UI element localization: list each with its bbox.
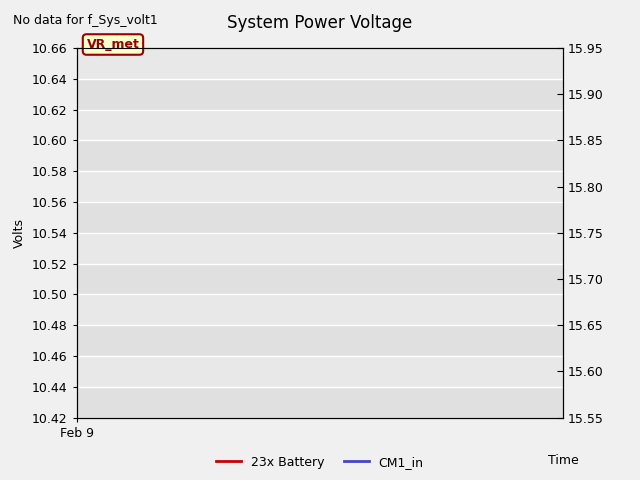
Text: No data for f_Sys_volt1: No data for f_Sys_volt1 [13, 14, 157, 27]
Y-axis label: Volts: Volts [13, 218, 26, 248]
Bar [77, 48, 563, 79]
Bar [77, 325, 563, 356]
Bar [77, 202, 563, 233]
Bar [77, 233, 563, 264]
Legend: 23x Battery, CM1_in: 23x Battery, CM1_in [211, 451, 429, 474]
Text: VR_met: VR_met [86, 38, 140, 51]
Bar [77, 294, 563, 325]
Bar [77, 109, 563, 141]
Bar [77, 387, 563, 418]
Bar [77, 141, 563, 171]
Bar [77, 264, 563, 294]
Bar [77, 79, 563, 109]
Bar [77, 171, 563, 202]
Text: System Power Voltage: System Power Voltage [227, 14, 413, 33]
Text: Time: Time [548, 454, 579, 467]
Bar [77, 356, 563, 387]
